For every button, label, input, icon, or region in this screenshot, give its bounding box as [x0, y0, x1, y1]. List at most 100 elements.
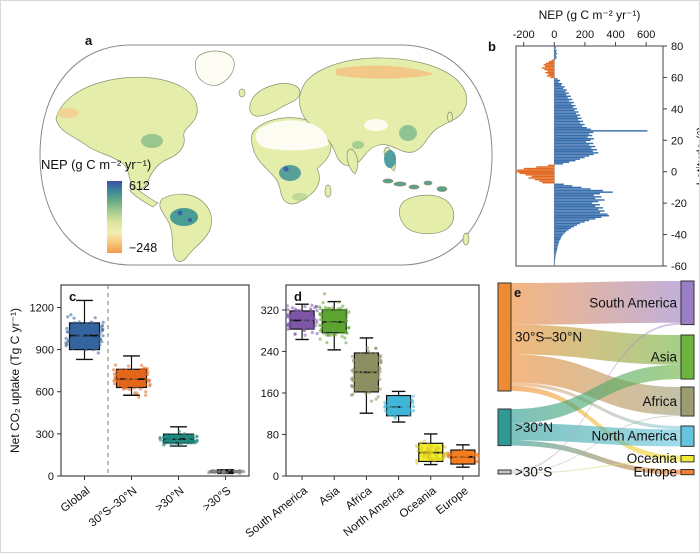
nep-bar — [554, 258, 556, 261]
nep-bar — [554, 246, 558, 248]
data-point — [93, 343, 97, 347]
y-tick-label: -20 — [671, 198, 687, 210]
nep-bar — [554, 159, 576, 162]
nep-bar — [525, 174, 555, 176]
data-point — [288, 321, 292, 325]
scatter-points — [383, 394, 416, 420]
nep-bar — [554, 221, 585, 223]
nep-bar — [554, 49, 557, 52]
data-point — [295, 311, 299, 315]
data-point — [220, 471, 224, 475]
data-point — [442, 451, 447, 456]
nep-bar — [545, 71, 555, 74]
boxplot->30°S — [207, 468, 246, 475]
nep-bar — [554, 260, 555, 263]
landmass-greenland — [194, 50, 235, 86]
data-point — [66, 315, 70, 319]
data-point — [324, 312, 328, 316]
data-point — [136, 382, 140, 386]
data-point — [97, 334, 101, 338]
data-point — [409, 409, 413, 414]
nep-bar — [554, 100, 570, 102]
data-point — [135, 391, 139, 395]
data-point — [174, 443, 179, 447]
data-point — [427, 456, 431, 460]
nep-bar — [554, 210, 605, 212]
data-point — [371, 360, 375, 365]
data-point — [352, 370, 356, 374]
data-point — [72, 316, 76, 320]
data-point — [81, 345, 85, 349]
data-point — [317, 305, 321, 309]
data-point — [143, 383, 147, 387]
data-point — [89, 336, 93, 341]
nep-bar — [554, 141, 587, 143]
data-point — [290, 306, 294, 310]
data-point — [414, 444, 419, 448]
sankey-node-label: >30°N — [515, 420, 553, 435]
y-tick-label: 60 — [671, 72, 683, 84]
data-point — [325, 316, 329, 320]
data-point — [182, 434, 186, 438]
data-point — [225, 471, 229, 475]
data-point — [374, 346, 378, 350]
data-point — [180, 440, 185, 444]
data-point — [336, 326, 340, 331]
nep-bar — [554, 203, 600, 206]
nep-bar — [554, 95, 571, 98]
data-point — [144, 393, 148, 397]
nep-bar — [554, 115, 578, 118]
island-japan — [447, 111, 453, 123]
sankey-node-Oceania — [680, 455, 695, 463]
data-point — [374, 362, 379, 366]
nep-bar — [523, 167, 555, 170]
data-point — [374, 397, 378, 401]
nep-bar — [554, 144, 590, 146]
region-boreal-source — [336, 65, 434, 79]
islands-indonesia — [382, 178, 394, 184]
data-point — [340, 315, 344, 320]
data-point — [165, 438, 169, 442]
sankey-flow-30S-30N-Africa — [511, 354, 681, 416]
data-point — [446, 451, 450, 455]
data-point — [171, 441, 175, 445]
nep-bar — [554, 252, 557, 255]
nep-bar — [545, 65, 555, 68]
nep-bar — [542, 181, 555, 184]
data-point — [313, 306, 317, 310]
nep-bar — [543, 64, 555, 66]
data-point — [378, 367, 382, 371]
scatter-points — [414, 439, 448, 465]
y-tick-label: 900 — [36, 345, 54, 357]
nep-bar — [554, 122, 581, 124]
nep-bar — [554, 46, 556, 49]
data-point — [65, 326, 69, 331]
sankey-flow-30S-30N-Asia — [511, 324, 681, 365]
data-point — [186, 438, 190, 442]
data-point — [373, 368, 377, 372]
data-point — [420, 450, 424, 454]
data-point — [333, 308, 337, 312]
nep-bar — [554, 186, 582, 189]
x-tick-label: 600 — [637, 29, 655, 41]
data-point — [400, 412, 404, 416]
sankey-node->30N — [497, 408, 512, 447]
data-point — [338, 330, 342, 335]
data-point — [343, 336, 347, 340]
y-tick-label: 0 — [273, 471, 279, 483]
boxplot-Europe — [446, 444, 480, 468]
nep-bar — [554, 240, 560, 242]
data-point — [311, 327, 315, 331]
data-point — [399, 403, 403, 407]
data-point — [365, 369, 370, 373]
data-point — [84, 342, 88, 347]
data-point — [384, 405, 388, 409]
scatter-points — [317, 292, 351, 345]
data-point — [303, 333, 307, 337]
nep-bar — [554, 197, 596, 200]
data-point — [345, 312, 349, 316]
data-point — [89, 330, 93, 334]
data-point — [139, 368, 143, 372]
data-point — [64, 336, 68, 340]
data-point — [101, 334, 105, 338]
